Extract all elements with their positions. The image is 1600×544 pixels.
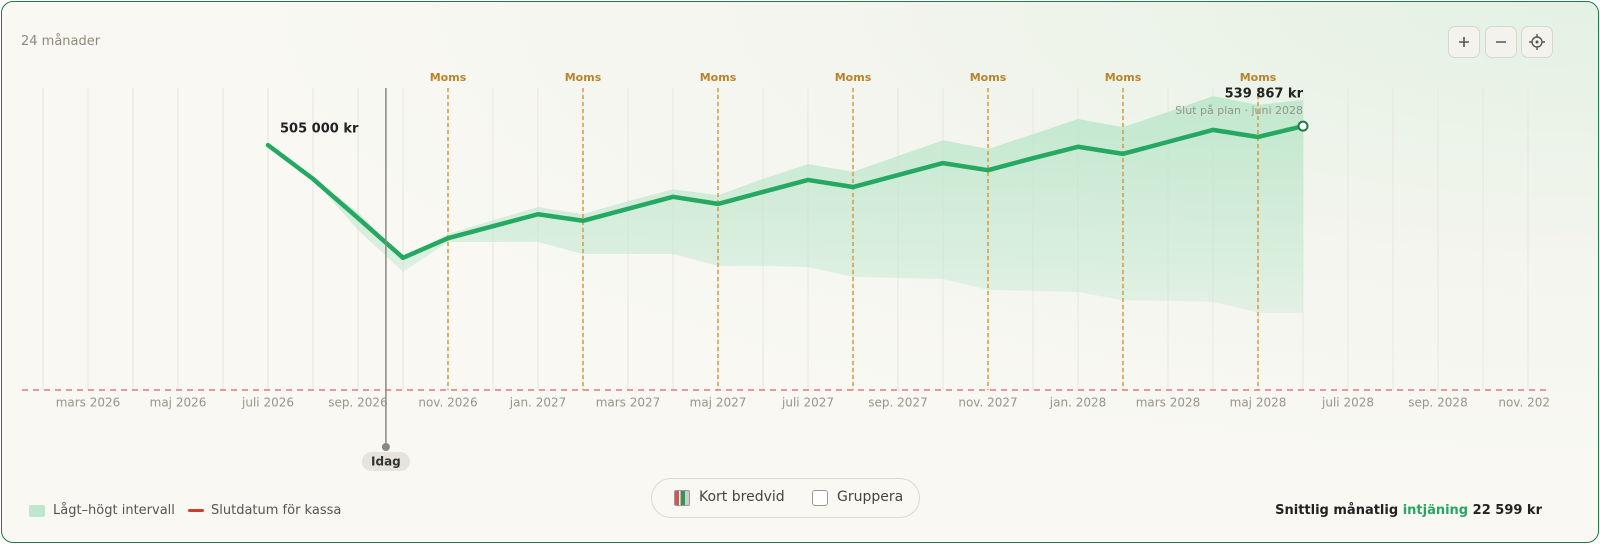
x-tick-label: sep. 2028 — [1408, 396, 1467, 410]
vat-label: Moms — [1240, 71, 1277, 84]
zoom-out-button[interactable] — [1485, 26, 1517, 58]
threshold-legend-swatch — [188, 509, 204, 512]
vat-label: Moms — [565, 71, 602, 84]
x-tick-label: maj 2026 — [150, 396, 207, 410]
x-tick-label: juli 2026 — [241, 396, 294, 410]
threshold-legend-label: Slutdatum för kassa — [211, 503, 342, 518]
band-legend-swatch — [29, 505, 45, 517]
x-tick-label: mars 2028 — [1136, 396, 1201, 410]
plus-icon — [1459, 37, 1469, 47]
vat-label: Moms — [970, 71, 1007, 84]
x-tick-label: sep. 2027 — [868, 396, 927, 410]
x-tick-label: maj 2027 — [690, 396, 747, 410]
range-title: 24 månader — [21, 34, 101, 49]
x-tick-label: juli 2027 — [781, 396, 834, 410]
group-checkbox[interactable] — [812, 490, 828, 506]
vat-label: Moms — [700, 71, 737, 84]
target-icon — [1529, 34, 1545, 50]
x-tick-label: nov. 2027 — [958, 396, 1017, 410]
value-label: 505 000 kr — [280, 122, 359, 137]
band-legend-label: Lågt–högt intervall — [53, 503, 175, 518]
end-marker — [1297, 120, 1309, 132]
series-line — [265, 123, 1306, 261]
x-tick-label: maj 2028 — [1230, 396, 1287, 410]
x-tick-label: sep. 2026 — [328, 396, 387, 410]
minus-icon — [1496, 41, 1506, 43]
x-tick-label: nov. 2026 — [418, 396, 477, 410]
recenter-button[interactable] — [1521, 26, 1553, 58]
average-emphasis: intjäning — [1402, 503, 1469, 518]
average-value: 22 599 kr — [1472, 503, 1542, 518]
x-tick-label: nov. 2028 — [1498, 396, 1557, 410]
vat-label: Moms — [1105, 71, 1142, 84]
end-note: Slut på plan · juni 2028 — [1175, 104, 1303, 117]
x-tick-label: juli 2028 — [1321, 396, 1374, 410]
vat-label: Moms — [430, 71, 467, 84]
x-tick-label: jan. 2027 — [509, 396, 566, 410]
x-tick-label: mars 2026 — [56, 396, 121, 410]
value-label: 539 867 kr — [1225, 87, 1304, 102]
x-tick-label: jan. 2028 — [1049, 396, 1106, 410]
side-by-side-icon[interactable] — [674, 490, 690, 506]
today-label: Idag — [371, 455, 401, 469]
range-band — [268, 96, 1303, 313]
zoom-in-button[interactable] — [1448, 26, 1480, 58]
vat-label: Moms — [835, 71, 872, 84]
side-by-side-label[interactable]: Kort bredvid — [699, 489, 785, 505]
average-earning: Snittlig månatlig intjäning 22 599 kr — [1275, 503, 1542, 518]
today-pill — [361, 452, 410, 471]
view-toggle: Kort bredvid Gruppera — [651, 478, 920, 518]
group-label[interactable]: Gruppera — [837, 489, 904, 505]
x-tick-label: mars 2027 — [596, 396, 661, 410]
average-label: Snittlig månatlig — [1275, 503, 1399, 518]
today-dot — [381, 443, 390, 451]
